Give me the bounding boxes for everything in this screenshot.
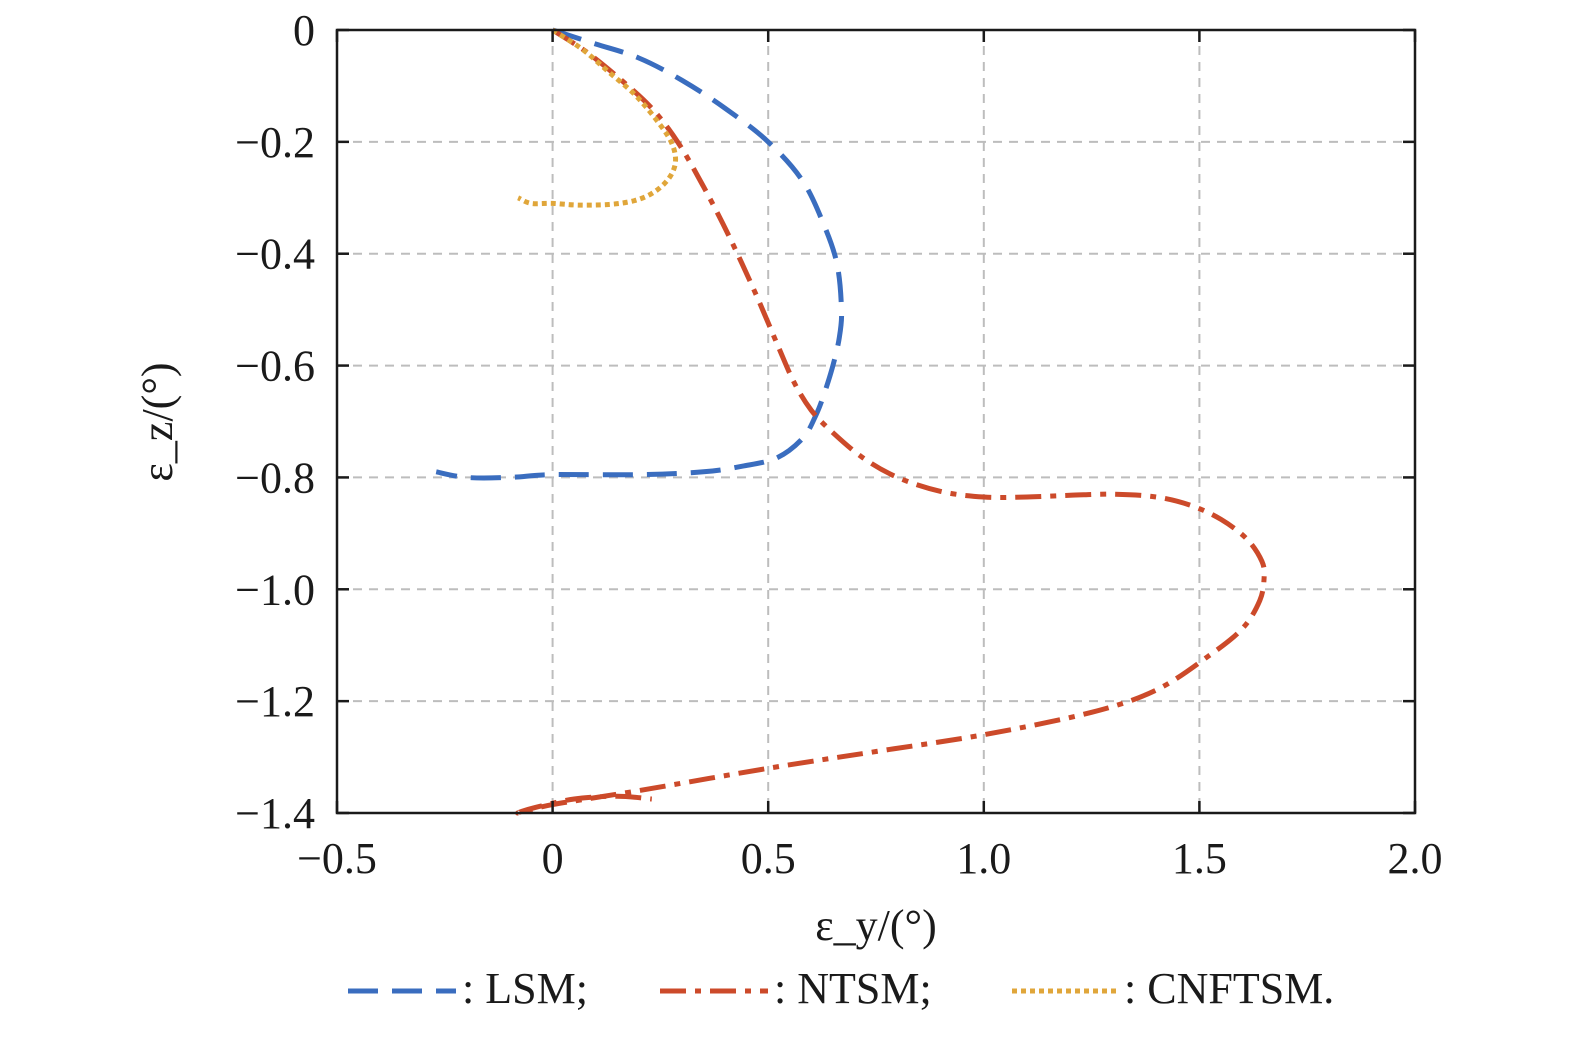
x-tick-label: 2.0: [1388, 834, 1443, 883]
legend: : LSM; : NTSM; : CNFTSM.: [348, 964, 1334, 1013]
x-tick-label: 0.5: [741, 834, 796, 883]
legend-label-ntsm: : NTSM;: [774, 964, 932, 1013]
x-axis-label: ε_y/(°): [815, 901, 937, 950]
x-tick-label: 1.5: [1172, 834, 1227, 883]
plot-frame: [335, 28, 1417, 815]
series-lines: [435, 27, 1267, 816]
x-tick-label: 1.0: [956, 834, 1011, 883]
x-tick-labels: −0.5 0 0.5 1.0 1.5 2.0: [297, 834, 1442, 883]
legend-label-lsm: : LSM;: [462, 964, 588, 1013]
series-line-cnftsm: [517, 27, 679, 208]
y-axis-label: ε_z/(°): [133, 362, 182, 481]
y-tick-label: −0.4: [235, 230, 315, 279]
y-tick-label: −0.2: [235, 118, 315, 167]
y-tick-label: −1.4: [235, 789, 315, 838]
y-tick-labels: 0 −0.2 −0.4 −0.6 −0.8 −1.0 −1.2 −1.4: [235, 6, 315, 838]
y-tick-label: −0.8: [235, 453, 315, 502]
grid: [337, 30, 1415, 813]
x-tick-label: −0.5: [297, 834, 377, 883]
y-tick-label: −0.6: [235, 342, 315, 391]
axis-ticks: [335, 28, 1417, 815]
y-tick-label: 0: [293, 6, 315, 55]
legend-label-cnftsm: : CNFTSM.: [1124, 964, 1334, 1013]
y-tick-label: −1.0: [235, 565, 315, 614]
x-tick-label: 0: [542, 834, 564, 883]
series-line-lsm: [435, 27, 845, 481]
y-tick-label: −1.2: [235, 677, 315, 726]
series-line-ntsm: [515, 27, 1267, 816]
